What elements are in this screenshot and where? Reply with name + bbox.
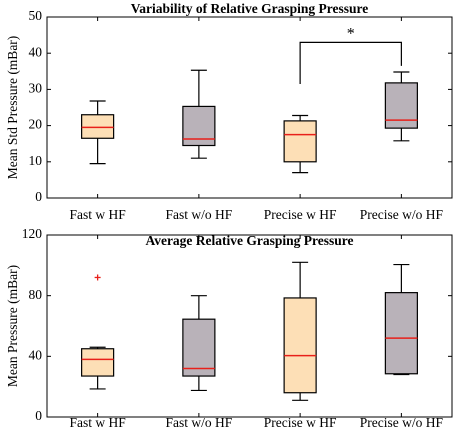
y-tick-label: 120 [22, 226, 43, 241]
box-iqr [283, 120, 317, 163]
box-precise-w-o-hf [384, 263, 418, 376]
x-tick-label: Fast w/o HF [165, 415, 232, 428]
x-tick-label: Precise w HF [264, 415, 337, 428]
box-precise-w-hf [283, 114, 317, 174]
box-precise-w-o-hf [384, 71, 418, 142]
x-tick-label: Precise w HF [264, 207, 337, 222]
outlier-point [94, 274, 101, 281]
chart-title: Variability of Relative Grasping Pressur… [131, 1, 369, 16]
significance-line [299, 41, 402, 84]
box-fast-w-o-hf [182, 295, 216, 392]
x-tick-label: Fast w/o HF [165, 207, 232, 222]
y-axis-label: Mean Std Pressure (mBar) [5, 36, 20, 180]
chart-panel-2: Average Relative Grasping Pressure 0 40 80 1… [5, 226, 453, 428]
x-tick-label: Precise w/o HF [360, 415, 444, 428]
x-tick-label: Precise w/o HF [360, 207, 444, 222]
y-tick-label: 10 [29, 153, 43, 168]
y-tick-label: 0 [35, 189, 42, 204]
x-tick-label: Fast w HF [69, 415, 126, 428]
box-fast-w-o-hf [182, 69, 216, 159]
y-tick-label: 20 [29, 117, 43, 132]
significance-bracket: * [299, 25, 402, 84]
y-tick-label: 40 [29, 44, 43, 59]
y-tick-label: 30 [29, 80, 43, 95]
y-tick-label: 50 [29, 8, 43, 23]
plot-frame [46, 16, 453, 199]
box-fast-w-hf [81, 100, 115, 165]
significance-label: * [347, 25, 355, 42]
box-iqr [384, 82, 418, 129]
y-tick-label: 80 [29, 287, 43, 302]
box-iqr [182, 318, 216, 377]
chart-title: Average Relative Grasping Pressure [145, 233, 353, 248]
box-iqr [81, 348, 115, 377]
box-iqr [384, 292, 418, 375]
x-tick-label: Fast w HF [69, 207, 126, 222]
box-precise-w-hf [283, 261, 317, 401]
chart-panel-1: Variability of Relative Grasping Pressur… [5, 1, 453, 222]
box-iqr [283, 297, 317, 394]
plot-frame [46, 234, 453, 418]
box-fast-w-hf [81, 274, 115, 390]
box-iqr [81, 114, 115, 139]
y-tick-label: 40 [29, 347, 43, 362]
y-tick-label: 0 [35, 408, 42, 423]
y-axis-label: Mean Pressure (mBar) [5, 265, 20, 387]
